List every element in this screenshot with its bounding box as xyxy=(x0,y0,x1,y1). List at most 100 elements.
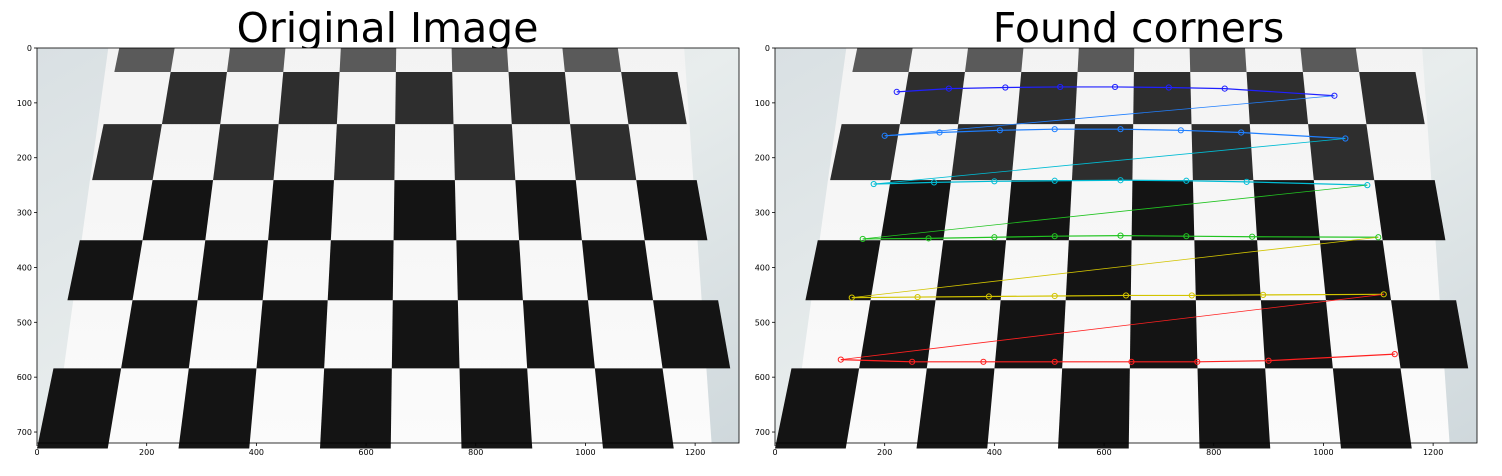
corner-marker xyxy=(1243,178,1250,185)
checkerboard-squares xyxy=(37,48,731,449)
corner-marker xyxy=(1117,126,1124,133)
checker-square xyxy=(451,48,509,73)
y-tick-label: 100 xyxy=(17,99,32,108)
corner-marker xyxy=(1117,232,1124,239)
checker-square xyxy=(1391,300,1469,369)
checker-square xyxy=(522,300,595,369)
x-tick-label: 1200 xyxy=(1423,448,1443,457)
checker-square xyxy=(1065,240,1132,301)
corner-marker xyxy=(930,179,938,186)
x-tick-label: 800 xyxy=(468,448,483,457)
corner-marker xyxy=(1051,126,1058,133)
original-image-plot: 0 200 400 600 800 1000 1200 0 100 200 300 400 500 600… xyxy=(17,44,740,457)
corner-marker xyxy=(980,358,987,365)
corner-marker xyxy=(1342,135,1349,142)
checker-square xyxy=(880,180,952,241)
checker-square xyxy=(1253,180,1320,241)
corner-marker xyxy=(837,356,844,363)
checker-square xyxy=(1197,368,1271,449)
checker-square xyxy=(951,124,1017,181)
checker-square xyxy=(393,180,457,241)
y-tick-label: 700 xyxy=(755,428,770,437)
y-tick-label: 600 xyxy=(755,373,770,382)
corner-marker xyxy=(1249,233,1256,240)
found-corners-panel: Found corners 0 200 400 600 800 1000 1200 0 100 2… xyxy=(745,0,1502,476)
corner-marker xyxy=(925,235,932,242)
checker-square xyxy=(92,124,162,181)
corner-marker xyxy=(1122,292,1130,299)
checker-square xyxy=(1300,48,1360,73)
corner-marker xyxy=(1331,92,1338,99)
checker-square xyxy=(594,368,674,449)
corner-marker xyxy=(909,358,916,365)
checker-square xyxy=(570,124,637,181)
checker-square xyxy=(508,72,571,125)
checker-square xyxy=(562,48,622,73)
corner-marker xyxy=(914,293,921,301)
checker-square xyxy=(333,124,396,181)
checker-square xyxy=(1374,180,1446,241)
checker-square xyxy=(653,300,731,369)
corner-marker xyxy=(1177,127,1184,134)
checker-square xyxy=(964,48,1024,73)
checker-square xyxy=(114,48,175,73)
corner-marker xyxy=(945,85,952,92)
checker-square xyxy=(581,240,654,301)
checker-square xyxy=(621,72,687,125)
checker-square xyxy=(37,368,122,449)
checker-square xyxy=(395,72,454,125)
corner-marker xyxy=(1391,351,1398,358)
corner-marker xyxy=(881,132,888,139)
checkerboard-squares xyxy=(775,48,1469,449)
corner-row-connector xyxy=(873,138,1346,185)
checker-square xyxy=(256,300,328,369)
checker-square xyxy=(1359,72,1425,125)
corner-row-line xyxy=(896,86,1335,97)
corner-marker xyxy=(1188,292,1195,299)
corner-marker xyxy=(1183,177,1190,184)
corner-row-connector xyxy=(862,184,1368,240)
found-corners-plot: 0 200 400 600 800 1000 1200 0 100 200 300 400 500 600… xyxy=(755,44,1478,457)
panel-title: Original Image xyxy=(236,4,539,52)
corner-marker xyxy=(991,178,998,185)
corner-marker xyxy=(1051,292,1058,300)
checker-square xyxy=(1006,180,1072,241)
corner-marker xyxy=(985,293,992,300)
corner-marker xyxy=(1051,358,1058,365)
corner-row-line xyxy=(884,128,1346,140)
corner-row-connector xyxy=(884,95,1335,137)
checker-square xyxy=(935,240,1007,301)
x-tick-label: 400 xyxy=(249,448,264,457)
checker-square xyxy=(830,124,900,181)
original-image-panel: Original Image 0 200 400 600 800 1000 1200 0 100… xyxy=(0,0,745,476)
corner-row-line xyxy=(873,179,1368,186)
checker-square xyxy=(1319,240,1392,301)
checker-square xyxy=(268,180,334,241)
checker-square xyxy=(142,180,214,241)
corner-row-connector xyxy=(840,293,1384,361)
checker-square xyxy=(775,368,860,449)
x-tick-label: 600 xyxy=(358,448,373,457)
corner-marker xyxy=(1238,129,1245,136)
corner-marker xyxy=(1051,177,1058,184)
checker-square xyxy=(339,48,397,73)
corner-marker xyxy=(859,235,866,243)
checker-square xyxy=(1260,300,1333,369)
checker-square xyxy=(899,72,965,125)
x-tick-label: 600 xyxy=(1096,448,1111,457)
checker-square xyxy=(1246,72,1309,125)
y-tick-label: 400 xyxy=(17,263,32,272)
y-tick-label: 300 xyxy=(755,209,770,218)
checker-square xyxy=(67,240,143,301)
checker-square xyxy=(1129,300,1198,369)
corner-marker xyxy=(1260,291,1267,298)
corner-marker xyxy=(1002,84,1009,91)
corner-row-line xyxy=(840,353,1395,363)
checker-square xyxy=(994,300,1066,369)
checker-square xyxy=(1191,124,1254,181)
corner-marker xyxy=(1128,358,1135,365)
checker-square xyxy=(459,368,533,449)
x-tick-label: 0 xyxy=(772,448,777,457)
checker-square xyxy=(1077,48,1135,73)
axes-frame xyxy=(36,47,740,444)
